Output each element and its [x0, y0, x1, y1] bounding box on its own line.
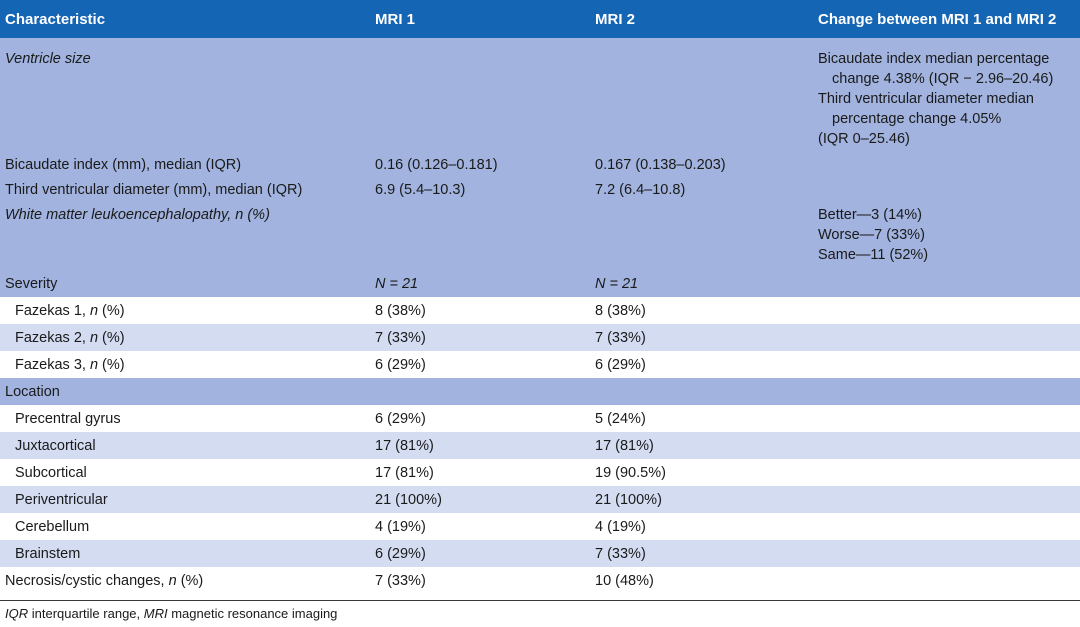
mri1-value: 6 (29%) — [370, 405, 590, 432]
mri1-value: 6 (29%) — [370, 540, 590, 567]
row-label: Cerebellum — [0, 513, 370, 540]
table-row: Location — [0, 378, 1080, 405]
wml-change-line: Worse—7 (33%) — [818, 227, 925, 243]
table-row: Juxtacortical 17 (81%) 17 (81%) — [0, 432, 1080, 459]
table-row: Severity N = 21 N = 21 — [0, 270, 1080, 297]
mri1-value: 8 (38%) — [370, 297, 590, 324]
header-row: Characteristic MRI 1 MRI 2 Change betwee… — [0, 0, 1080, 38]
table-row: Third ventricular diameter (mm), median … — [0, 177, 1080, 202]
table-row: Necrosis/cystic changes, n (%) 7 (33%) 1… — [0, 567, 1080, 594]
wml-label: White matter leukoencephalopathy, n (%) — [0, 202, 370, 270]
mri1-value: 7 (33%) — [370, 567, 590, 594]
row-label: Bicaudate index (mm), median (IQR) — [0, 152, 370, 177]
table-row: Cerebellum 4 (19%) 4 (19%) — [0, 513, 1080, 540]
row-label: Fazekas 2, n (%) — [0, 324, 370, 351]
header-mri2: MRI 2 — [590, 0, 814, 38]
header-change: Change between MRI 1 and MRI 2 — [814, 0, 1080, 38]
mri1-value: 21 (100%) — [370, 486, 590, 513]
header-characteristic: Characteristic — [0, 0, 370, 38]
mri2-value: 7 (33%) — [590, 540, 814, 567]
severity-label: Severity — [0, 270, 370, 297]
mri2-value: 5 (24%) — [590, 405, 814, 432]
row-label: Juxtacortical — [0, 432, 370, 459]
table-row: Periventricular 21 (100%) 21 (100%) — [0, 486, 1080, 513]
row-label: Fazekas 3, n (%) — [0, 351, 370, 378]
mri2-value: 7 (33%) — [590, 324, 814, 351]
location-label: Location — [0, 378, 370, 405]
mri1-value: 6 (29%) — [370, 351, 590, 378]
mri2-value: N = 21 — [590, 270, 814, 297]
table-row: White matter leukoencephalopathy, n (%) … — [0, 202, 1080, 270]
ventricle-change-line: Bicaudate index median percentage change… — [818, 51, 1054, 87]
row-label: Subcortical — [0, 459, 370, 486]
wml-change-cell: Better—3 (14%) Worse—7 (33%) Same—11 (52… — [814, 202, 1080, 270]
ventricle-change-line: Third ventricular diameter median percen… — [818, 91, 1034, 127]
mri2-value: 6 (29%) — [590, 351, 814, 378]
ventricle-change-line: (IQR 0–25.46) — [818, 131, 910, 147]
table-bottom-rule — [0, 600, 1080, 601]
table-row: Fazekas 1, n (%) 8 (38%) 8 (38%) — [0, 297, 1080, 324]
wml-change-line: Same—11 (52%) — [818, 247, 929, 263]
table-row: Bicaudate index (mm), median (IQR) 0.16 … — [0, 152, 1080, 177]
ventricle-change-cell: Bicaudate index median percentage change… — [814, 38, 1080, 152]
row-label: Third ventricular diameter (mm), median … — [0, 177, 370, 202]
mri1-value: 17 (81%) — [370, 432, 590, 459]
mri2-value: 17 (81%) — [590, 432, 814, 459]
table-row: Precentral gyrus 6 (29%) 5 (24%) — [0, 405, 1080, 432]
table-row: Fazekas 2, n (%) 7 (33%) 7 (33%) — [0, 324, 1080, 351]
table-row: Fazekas 3, n (%) 6 (29%) 6 (29%) — [0, 351, 1080, 378]
table-row: Brainstem 6 (29%) 7 (33%) — [0, 540, 1080, 567]
mri1-value: 4 (19%) — [370, 513, 590, 540]
row-label: Periventricular — [0, 486, 370, 513]
mri2-value: 19 (90.5%) — [590, 459, 814, 486]
mri2-value: 0.167 (0.138–0.203) — [590, 152, 814, 177]
mri1-value: N = 21 — [370, 270, 590, 297]
mri2-value: 10 (48%) — [590, 567, 814, 594]
header-mri1: MRI 1 — [370, 0, 590, 38]
wml-change-line: Better—3 (14%) — [818, 207, 922, 223]
row-label: Brainstem — [0, 540, 370, 567]
table-row: Ventricle size Bicaudate index median pe… — [0, 38, 1080, 152]
mri2-value: 21 (100%) — [590, 486, 814, 513]
row-label: Precentral gyrus — [0, 405, 370, 432]
mri1-value: 7 (33%) — [370, 324, 590, 351]
table-footnote: IQR interquartile range, MRI magnetic re… — [5, 606, 338, 621]
row-label: Necrosis/cystic changes, n (%) — [0, 567, 370, 594]
mri2-value: 8 (38%) — [590, 297, 814, 324]
table-row: Subcortical 17 (81%) 19 (90.5%) — [0, 459, 1080, 486]
ventricle-size-label: Ventricle size — [0, 38, 370, 152]
mri-characteristics-table: Characteristic MRI 1 MRI 2 Change betwee… — [0, 0, 1080, 594]
mri1-value: 6.9 (5.4–10.3) — [370, 177, 590, 202]
mri1-value: 0.16 (0.126–0.181) — [370, 152, 590, 177]
row-label: Fazekas 1, n (%) — [0, 297, 370, 324]
mri2-value: 4 (19%) — [590, 513, 814, 540]
mri2-value: 7.2 (6.4–10.8) — [590, 177, 814, 202]
mri1-value: 17 (81%) — [370, 459, 590, 486]
